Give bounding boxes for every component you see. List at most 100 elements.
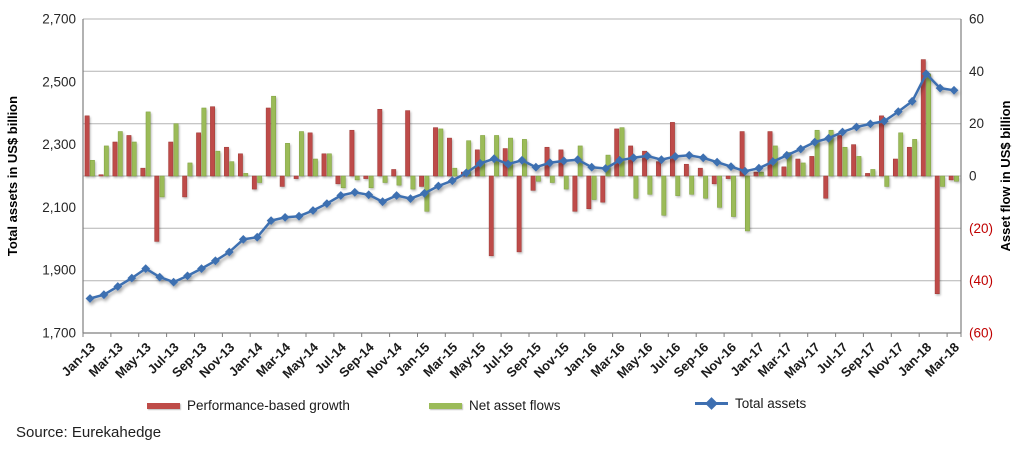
total-assets-marker	[670, 152, 680, 161]
right-axis-tick-label: (60)	[969, 326, 993, 341]
total-assets-marker	[517, 155, 527, 165]
performance-growth-bar	[488, 175, 494, 257]
net-asset-flows-bar	[758, 171, 764, 177]
total-assets-marker	[712, 157, 722, 167]
performance-growth-bar	[781, 166, 787, 177]
performance-growth-bar	[767, 131, 773, 177]
performance-growth-bar	[725, 175, 731, 179]
performance-growth-bar	[906, 146, 912, 177]
performance-growth-bar	[934, 175, 940, 294]
performance-growth-bar	[321, 153, 327, 177]
net-asset-flows-bar	[842, 146, 848, 177]
net-asset-flows-bar	[703, 175, 709, 199]
total-assets-marker	[364, 190, 374, 200]
total-assets-marker	[629, 153, 638, 163]
total-assets-marker	[113, 282, 123, 291]
total-assets-marker	[197, 264, 206, 273]
performance-growth-bar	[516, 175, 522, 253]
performance-growth-bar	[628, 145, 634, 177]
performance-growth-bar	[265, 107, 271, 177]
legend-item-performance-growth: Performance-based growth	[147, 398, 350, 413]
total-assets-marker	[211, 256, 220, 266]
total-assets-marker	[768, 157, 778, 166]
performance-growth-bar	[251, 175, 257, 190]
net-asset-flows-bar	[312, 158, 318, 177]
total-assets-marker	[322, 199, 332, 208]
net-asset-flows-bar	[828, 129, 834, 177]
net-asset-flows-bar	[438, 128, 444, 177]
net-asset-flows-bar	[340, 175, 346, 189]
left-axis-tick-label: 2,300	[42, 137, 76, 152]
total-assets-marker	[406, 194, 415, 203]
total-assets-marker	[266, 216, 276, 225]
total-assets-marker	[921, 69, 931, 79]
performance-growth-bar	[335, 175, 341, 185]
total-assets-marker	[601, 164, 610, 173]
total-assets-marker	[461, 168, 471, 178]
performance-growth-bar	[879, 115, 884, 177]
net-asset-flows-bar	[745, 175, 750, 232]
total-assets-marker	[615, 155, 624, 165]
net-asset-flows-bar	[647, 175, 653, 195]
total-assets-marker	[587, 162, 597, 172]
left-axis-tick-label: 1,900	[42, 263, 76, 278]
performance-growth-bar	[84, 115, 90, 177]
net-asset-flows-bar	[452, 167, 458, 177]
total-assets-marker	[85, 294, 95, 303]
net-asset-flows-bar	[201, 107, 207, 177]
left-axis-tick-label: 1,700	[42, 326, 76, 341]
performance-growth-bar	[293, 175, 299, 179]
total-assets-marker	[99, 290, 109, 300]
net-asset-flows-bar	[954, 175, 959, 182]
total-assets-marker	[224, 247, 234, 257]
total-assets-marker	[336, 191, 346, 200]
total-assets-marker	[893, 107, 903, 116]
total-assets-marker	[183, 271, 192, 281]
source-note: Source: Eurekahedge	[16, 424, 162, 441]
net-asset-flows-bar	[786, 152, 792, 177]
total-assets-marker	[643, 151, 652, 161]
net-asset-flows-bar	[410, 175, 416, 190]
net-asset-flows-bar	[257, 175, 263, 183]
net-asset-flows-bar	[396, 175, 402, 186]
performance-growth-bar	[809, 156, 815, 177]
total-assets-marker	[350, 187, 360, 197]
total-assets-marker	[392, 191, 401, 200]
right-axis-tick-label: (20)	[969, 221, 993, 236]
net-asset-flows-bar	[187, 162, 193, 177]
total-assets-marker	[573, 155, 583, 165]
performance-growth-bar	[893, 158, 898, 177]
performance-growth-bar	[126, 135, 132, 177]
performance-growth-bar	[196, 132, 202, 177]
net-asset-flows-bar	[884, 175, 890, 187]
total-assets-marker	[280, 213, 290, 222]
legend-item-total-assets: Total assets	[695, 396, 806, 411]
total-assets-marker	[503, 159, 513, 169]
performance-growth-bar	[683, 163, 689, 177]
legend-label-net-asset-flows: Net asset flows	[469, 398, 561, 413]
total-assets-marker	[447, 176, 457, 186]
net-asset-flows-bar	[731, 175, 736, 217]
performance-growth-bar	[349, 129, 355, 177]
performance-growth-bar	[948, 175, 954, 181]
performance-growth-bar	[711, 175, 717, 185]
performance-growth-bar	[823, 175, 829, 199]
right-axis-title: Asset flow in US$ billion	[998, 100, 1013, 251]
net-asset-flows-bar	[145, 111, 151, 177]
performance-growth-bar	[837, 135, 843, 177]
total-assets-marker	[796, 144, 806, 154]
legend-item-net-asset-flows: Net asset flows	[429, 398, 561, 413]
performance-growth-bar	[168, 141, 174, 177]
net-asset-flows-bar	[926, 73, 932, 177]
legend-label-total-assets: Total assets	[735, 396, 807, 411]
net-asset-flows-bar	[271, 95, 276, 177]
performance-growth-bar	[753, 171, 759, 177]
total-assets-marker	[545, 158, 555, 168]
total-assets-marker	[838, 127, 847, 137]
net-asset-flows-bar	[117, 131, 123, 177]
net-asset-flows-bar	[354, 175, 360, 181]
total-assets-marker	[935, 83, 945, 93]
net-asset-flows-bar	[480, 135, 486, 177]
net-asset-flows-bar	[591, 175, 597, 200]
